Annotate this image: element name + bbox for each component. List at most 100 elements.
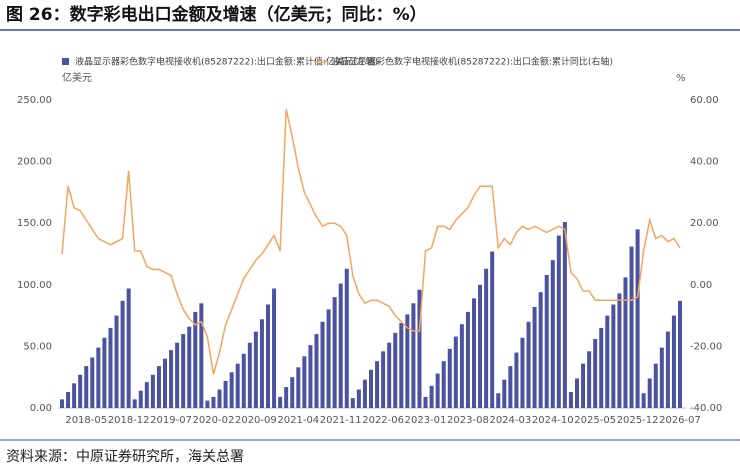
bar xyxy=(156,366,161,408)
bar xyxy=(399,322,404,408)
y-tick-label: 0.00 xyxy=(30,403,52,414)
bar xyxy=(187,326,192,408)
bar xyxy=(132,399,137,408)
bar xyxy=(544,274,549,408)
legend-swatch xyxy=(62,58,69,65)
y2-tick-label: -40.00 xyxy=(690,403,722,414)
chart-title: 图 26：数字彩电出口金额及增速（亿美元；同比：%） xyxy=(6,4,427,25)
bar xyxy=(508,366,513,408)
bar xyxy=(447,348,452,408)
bar xyxy=(453,336,458,408)
bar xyxy=(435,373,440,408)
bar xyxy=(653,363,658,408)
bar xyxy=(144,382,149,408)
bar xyxy=(423,396,428,408)
x-tick-label: 2018-05 xyxy=(65,415,107,426)
x-tick-label: 2026-07 xyxy=(659,415,701,426)
y-tick-label: 150.00 xyxy=(17,218,52,229)
bar xyxy=(247,342,252,408)
bar xyxy=(163,358,167,408)
bar xyxy=(150,374,155,408)
y2-tick-label: 0.00 xyxy=(690,280,712,291)
bar xyxy=(253,331,258,408)
bar xyxy=(272,288,277,408)
bar xyxy=(344,268,349,408)
bar xyxy=(175,342,180,408)
bar xyxy=(593,339,598,408)
bar xyxy=(429,385,434,408)
bar xyxy=(520,337,525,408)
bar xyxy=(223,380,228,408)
bar xyxy=(96,347,101,408)
y2-tick-label: 20.00 xyxy=(690,218,719,229)
source: 资料来源：中原证券研究所，海关总署 xyxy=(6,449,244,465)
bar xyxy=(266,304,270,408)
x-tick-label: 2021-04 xyxy=(277,415,319,426)
bar xyxy=(356,389,361,408)
bar xyxy=(120,300,125,408)
bar xyxy=(308,345,313,408)
x-tick-label: 2023-01 xyxy=(405,415,447,426)
bar xyxy=(599,327,604,408)
y-axis-label: 亿美元 xyxy=(62,71,92,84)
bar xyxy=(605,315,610,408)
bar xyxy=(350,398,355,408)
bar xyxy=(496,393,501,408)
bar xyxy=(259,319,264,408)
bar xyxy=(581,363,586,408)
x-tick-label: 2019-07 xyxy=(150,415,192,426)
bar xyxy=(217,389,222,408)
bar xyxy=(126,288,131,408)
x-tick-label: 2022-06 xyxy=(362,415,404,426)
bar xyxy=(556,235,561,408)
bar xyxy=(611,304,616,408)
bar xyxy=(235,363,240,408)
bar xyxy=(562,221,567,408)
line xyxy=(61,109,681,375)
bar xyxy=(369,369,373,408)
bar xyxy=(484,268,489,408)
bar xyxy=(411,303,416,408)
x-tick-label: 2020-09 xyxy=(235,415,277,426)
bar xyxy=(441,361,446,408)
bar xyxy=(629,246,634,408)
bar xyxy=(575,378,579,408)
x-tick-label: 2024-10 xyxy=(532,415,574,426)
bar xyxy=(60,399,64,408)
bar xyxy=(326,309,331,408)
y2-tick-label: 40.00 xyxy=(690,157,719,168)
bar xyxy=(550,260,555,408)
bar xyxy=(290,377,295,408)
bar xyxy=(459,324,464,408)
x-tick-label: 2025-05 xyxy=(574,415,616,426)
bar xyxy=(490,251,495,408)
y-tick-label: 250.00 xyxy=(17,95,52,106)
bar xyxy=(526,321,531,408)
bar xyxy=(659,347,664,408)
bar xyxy=(320,321,325,408)
bar xyxy=(84,366,89,408)
bar xyxy=(617,293,622,408)
bar xyxy=(138,390,143,408)
bar xyxy=(671,315,676,408)
y-tick-label: 50.00 xyxy=(23,341,52,352)
bar xyxy=(587,351,592,408)
bar xyxy=(393,332,398,408)
x-tick-label: 2021-11 xyxy=(320,415,362,426)
bar xyxy=(338,283,343,408)
bar xyxy=(417,289,422,408)
x-tick-label: 2023-08 xyxy=(447,415,489,426)
x-tick-label: 2020-02 xyxy=(193,415,235,426)
bar xyxy=(502,379,507,408)
bar xyxy=(532,306,537,408)
bar xyxy=(568,391,573,408)
bar xyxy=(108,327,113,408)
bar xyxy=(387,342,392,408)
y-tick-label: 100.00 xyxy=(17,280,52,291)
bar xyxy=(205,400,210,408)
bar xyxy=(169,350,174,408)
bar xyxy=(538,292,543,408)
bar xyxy=(332,297,337,408)
bar xyxy=(90,357,95,408)
